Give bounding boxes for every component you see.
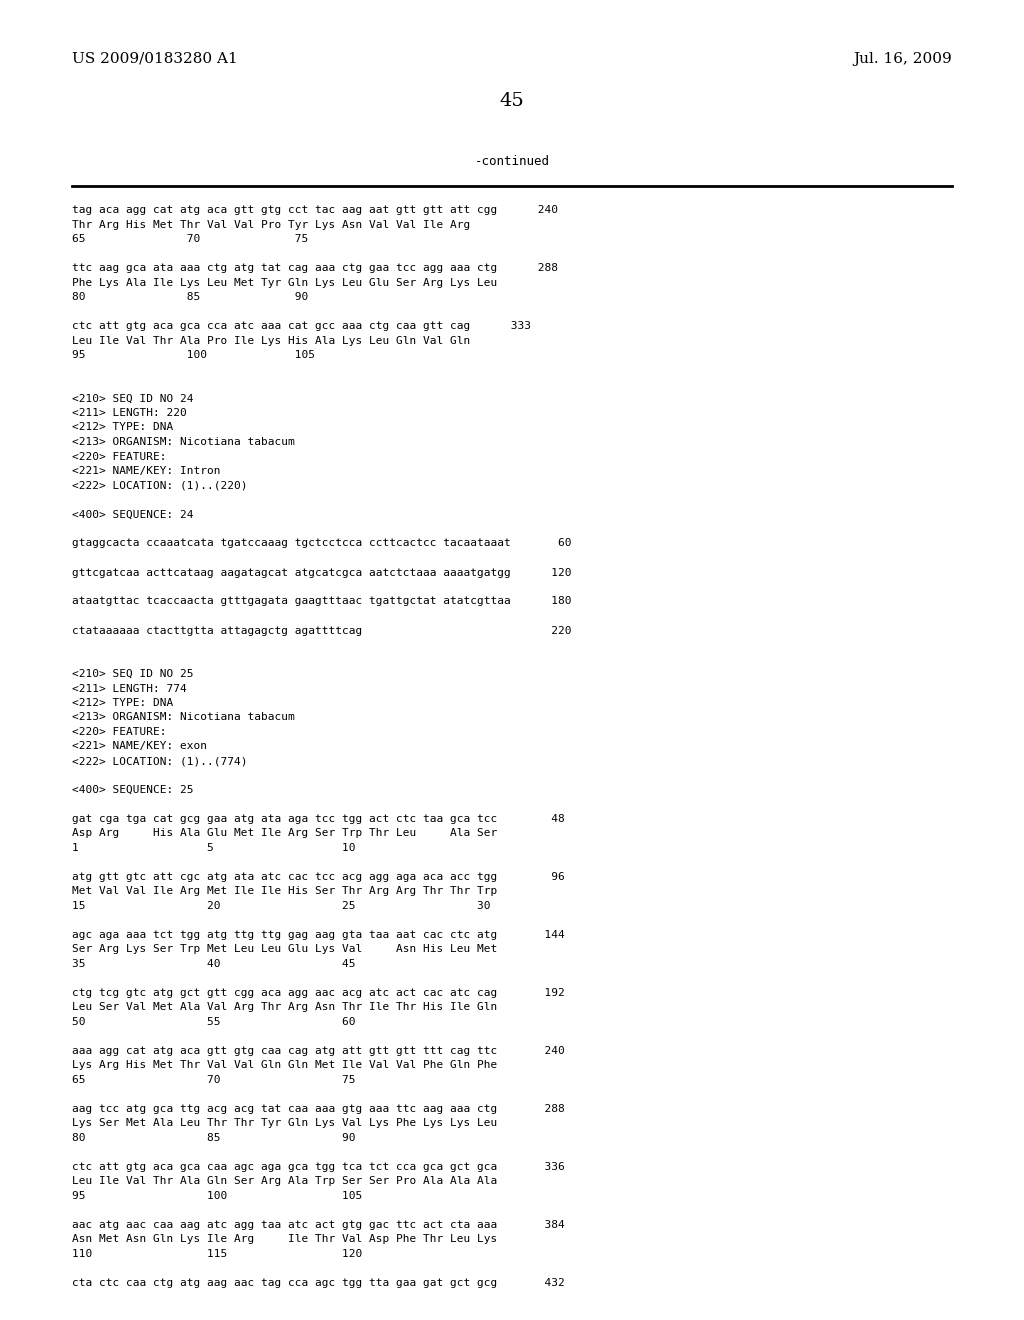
Text: <213> ORGANISM: Nicotiana tabacum: <213> ORGANISM: Nicotiana tabacum <box>72 713 295 722</box>
Text: <210> SEQ ID NO 24: <210> SEQ ID NO 24 <box>72 393 194 404</box>
Text: ctc att gtg aca gca cca atc aaa cat gcc aaa ctg caa gtt cag      333: ctc att gtg aca gca cca atc aaa cat gcc … <box>72 321 531 331</box>
Text: 80                  85                  90: 80 85 90 <box>72 1133 355 1143</box>
Text: <222> LOCATION: (1)..(774): <222> LOCATION: (1)..(774) <box>72 756 248 766</box>
Text: Leu Ile Val Thr Ala Gln Ser Arg Ala Trp Ser Ser Pro Ala Ala Ala: Leu Ile Val Thr Ala Gln Ser Arg Ala Trp … <box>72 1176 498 1187</box>
Text: <221> NAME/KEY: Intron: <221> NAME/KEY: Intron <box>72 466 220 477</box>
Text: Lys Ser Met Ala Leu Thr Thr Tyr Gln Lys Val Lys Phe Lys Lys Leu: Lys Ser Met Ala Leu Thr Thr Tyr Gln Lys … <box>72 1118 498 1129</box>
Text: <400> SEQUENCE: 25: <400> SEQUENCE: 25 <box>72 785 194 795</box>
Text: 50                  55                  60: 50 55 60 <box>72 1016 355 1027</box>
Text: 45: 45 <box>500 92 524 110</box>
Text: gtaggcacta ccaaatcata tgatccaaag tgctcctcca ccttcactcc tacaataaat       60: gtaggcacta ccaaatcata tgatccaaag tgctcct… <box>72 539 571 549</box>
Text: Met Val Val Ile Arg Met Ile Ile His Ser Thr Arg Arg Thr Thr Trp: Met Val Val Ile Arg Met Ile Ile His Ser … <box>72 887 498 896</box>
Text: ataatgttac tcaccaacta gtttgagata gaagtttaac tgattgctat atatcgttaa      180: ataatgttac tcaccaacta gtttgagata gaagttt… <box>72 597 571 606</box>
Text: <400> SEQUENCE: 24: <400> SEQUENCE: 24 <box>72 510 194 520</box>
Text: <220> FEATURE:: <220> FEATURE: <box>72 451 167 462</box>
Text: 80               85              90: 80 85 90 <box>72 292 308 302</box>
Text: <211> LENGTH: 220: <211> LENGTH: 220 <box>72 408 186 418</box>
Text: Asn Met Asn Gln Lys Ile Arg     Ile Thr Val Asp Phe Thr Leu Lys: Asn Met Asn Gln Lys Ile Arg Ile Thr Val … <box>72 1234 498 1245</box>
Text: -continued: -continued <box>474 154 550 168</box>
Text: gat cga tga cat gcg gaa atg ata aga tcc tgg act ctc taa gca tcc        48: gat cga tga cat gcg gaa atg ata aga tcc … <box>72 814 565 824</box>
Text: ctc att gtg aca gca caa agc aga gca tgg tca tct cca gca gct gca       336: ctc att gtg aca gca caa agc aga gca tgg … <box>72 1162 565 1172</box>
Text: <212> TYPE: DNA: <212> TYPE: DNA <box>72 698 173 708</box>
Text: 35                  40                  45: 35 40 45 <box>72 960 355 969</box>
Text: ctataaaaaa ctacttgtta attagagctg agattttcag                            220: ctataaaaaa ctacttgtta attagagctg agatttt… <box>72 626 571 635</box>
Text: 110                 115                 120: 110 115 120 <box>72 1249 362 1259</box>
Text: aag tcc atg gca ttg acg acg tat caa aaa gtg aaa ttc aag aaa ctg       288: aag tcc atg gca ttg acg acg tat caa aaa … <box>72 1104 565 1114</box>
Text: <213> ORGANISM: Nicotiana tabacum: <213> ORGANISM: Nicotiana tabacum <box>72 437 295 447</box>
Text: Leu Ser Val Met Ala Val Arg Thr Arg Asn Thr Ile Thr His Ile Gln: Leu Ser Val Met Ala Val Arg Thr Arg Asn … <box>72 1002 498 1012</box>
Text: US 2009/0183280 A1: US 2009/0183280 A1 <box>72 51 238 66</box>
Text: agc aga aaa tct tgg atg ttg ttg gag aag gta taa aat cac ctc atg       144: agc aga aaa tct tgg atg ttg ttg gag aag … <box>72 931 565 940</box>
Text: Jul. 16, 2009: Jul. 16, 2009 <box>853 51 952 66</box>
Text: cta ctc caa ctg atg aag aac tag cca agc tgg tta gaa gat gct gcg       432: cta ctc caa ctg atg aag aac tag cca agc … <box>72 1278 565 1288</box>
Text: gttcgatcaa acttcataag aagatagcat atgcatcgca aatctctaaa aaaatgatgg      120: gttcgatcaa acttcataag aagatagcat atgcatc… <box>72 568 571 578</box>
Text: <220> FEATURE:: <220> FEATURE: <box>72 727 167 737</box>
Text: <212> TYPE: DNA: <212> TYPE: DNA <box>72 422 173 433</box>
Text: tag aca agg cat atg aca gtt gtg cct tac aag aat gtt gtt att cgg      240: tag aca agg cat atg aca gtt gtg cct tac … <box>72 205 558 215</box>
Text: <221> NAME/KEY: exon: <221> NAME/KEY: exon <box>72 742 207 751</box>
Text: aac atg aac caa aag atc agg taa atc act gtg gac ttc act cta aaa       384: aac atg aac caa aag atc agg taa atc act … <box>72 1220 565 1230</box>
Text: ctg tcg gtc atg gct gtt cgg aca agg aac acg atc act cac atc cag       192: ctg tcg gtc atg gct gtt cgg aca agg aac … <box>72 987 565 998</box>
Text: 95               100             105: 95 100 105 <box>72 350 315 360</box>
Text: atg gtt gtc att cgc atg ata atc cac tcc acg agg aga aca acc tgg        96: atg gtt gtc att cgc atg ata atc cac tcc … <box>72 873 565 882</box>
Text: Thr Arg His Met Thr Val Val Pro Tyr Lys Asn Val Val Ile Arg: Thr Arg His Met Thr Val Val Pro Tyr Lys … <box>72 219 470 230</box>
Text: 65                  70                  75: 65 70 75 <box>72 1074 355 1085</box>
Text: 1                   5                   10: 1 5 10 <box>72 843 355 853</box>
Text: Lys Arg His Met Thr Val Val Gln Gln Met Ile Val Val Phe Gln Phe: Lys Arg His Met Thr Val Val Gln Gln Met … <box>72 1060 498 1071</box>
Text: aaa agg cat atg aca gtt gtg caa cag atg att gtt gtt ttt cag ttc       240: aaa agg cat atg aca gtt gtg caa cag atg … <box>72 1045 565 1056</box>
Text: ttc aag gca ata aaa ctg atg tat cag aaa ctg gaa tcc agg aaa ctg      288: ttc aag gca ata aaa ctg atg tat cag aaa … <box>72 263 558 273</box>
Text: Asp Arg     His Ala Glu Met Ile Arg Ser Trp Thr Leu     Ala Ser: Asp Arg His Ala Glu Met Ile Arg Ser Trp … <box>72 829 498 838</box>
Text: <222> LOCATION: (1)..(220): <222> LOCATION: (1)..(220) <box>72 480 248 491</box>
Text: 95                  100                 105: 95 100 105 <box>72 1191 362 1201</box>
Text: Ser Arg Lys Ser Trp Met Leu Leu Glu Lys Val     Asn His Leu Met: Ser Arg Lys Ser Trp Met Leu Leu Glu Lys … <box>72 945 498 954</box>
Text: Phe Lys Ala Ile Lys Leu Met Tyr Gln Lys Leu Glu Ser Arg Lys Leu: Phe Lys Ala Ile Lys Leu Met Tyr Gln Lys … <box>72 277 498 288</box>
Text: 65               70              75: 65 70 75 <box>72 234 308 244</box>
Text: Leu Ile Val Thr Ala Pro Ile Lys His Ala Lys Leu Gln Val Gln: Leu Ile Val Thr Ala Pro Ile Lys His Ala … <box>72 335 470 346</box>
Text: <211> LENGTH: 774: <211> LENGTH: 774 <box>72 684 186 693</box>
Text: 15                  20                  25                  30: 15 20 25 30 <box>72 902 490 911</box>
Text: <210> SEQ ID NO 25: <210> SEQ ID NO 25 <box>72 669 194 678</box>
